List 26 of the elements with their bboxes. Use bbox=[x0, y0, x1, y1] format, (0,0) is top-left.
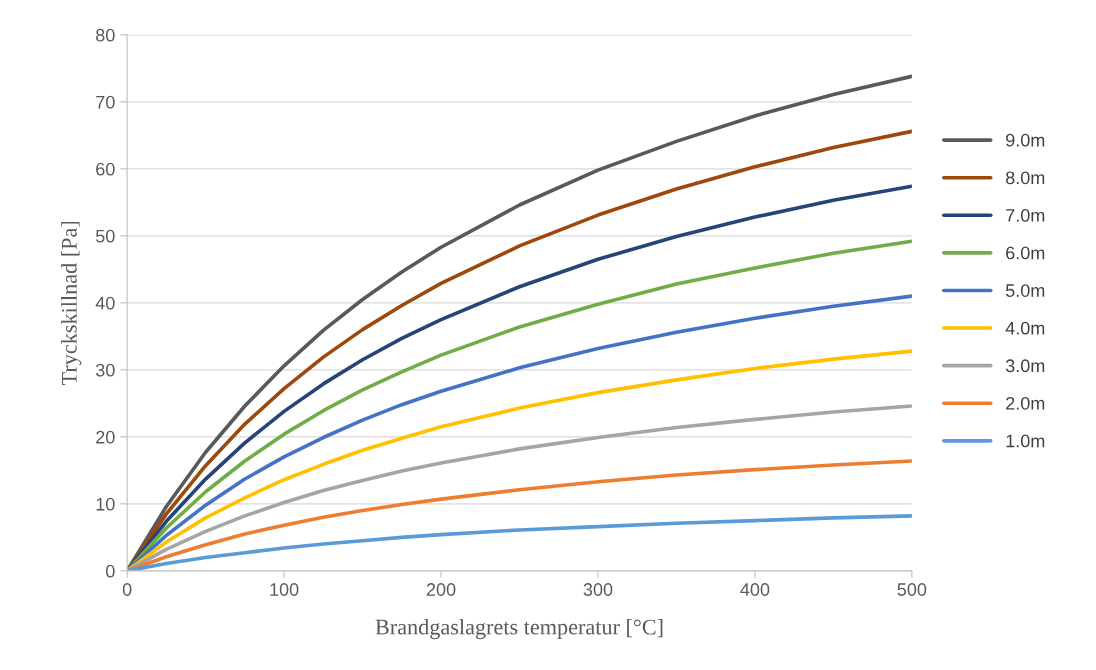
y-tick-label: 60 bbox=[96, 162, 115, 176]
legend-label: 4.0m bbox=[1005, 321, 1045, 335]
y-tick-label: 0 bbox=[106, 564, 115, 578]
y-tick-label: 20 bbox=[96, 430, 115, 444]
legend-label: 6.0m bbox=[1006, 246, 1045, 260]
y-tick-label: 50 bbox=[95, 229, 115, 243]
legend-label: 5.0m bbox=[1005, 284, 1045, 297]
x-tick-label: 200 bbox=[426, 583, 456, 596]
x-axis-title: Brandgaslagrets temperatur [°C] bbox=[375, 618, 663, 640]
y-tick-label: 10 bbox=[96, 497, 115, 511]
x-tick-label: 300 bbox=[583, 583, 613, 596]
legend-label: 2.0m bbox=[1006, 396, 1045, 410]
x-tick-label: 0 bbox=[122, 583, 132, 596]
legend-label: 9.0m bbox=[1006, 133, 1045, 147]
y-tick-label: 70 bbox=[96, 95, 115, 109]
x-tick-label: 500 bbox=[897, 583, 927, 596]
x-tick-label: 400 bbox=[740, 583, 770, 596]
legend-label: 3.0m bbox=[1005, 359, 1045, 373]
x-tick-label: 100 bbox=[270, 583, 299, 596]
legend-label: 7.0m bbox=[1006, 208, 1045, 222]
y-tick-label: 30 bbox=[95, 363, 115, 377]
y-tick-label: 80 bbox=[96, 28, 115, 42]
y-axis-title: Tryckskillnad [Pa] bbox=[61, 221, 82, 386]
legend-label: 1.0m bbox=[1006, 434, 1045, 448]
y-tick-label: 40 bbox=[95, 296, 115, 310]
legend-label: 8.0m bbox=[1005, 171, 1045, 185]
